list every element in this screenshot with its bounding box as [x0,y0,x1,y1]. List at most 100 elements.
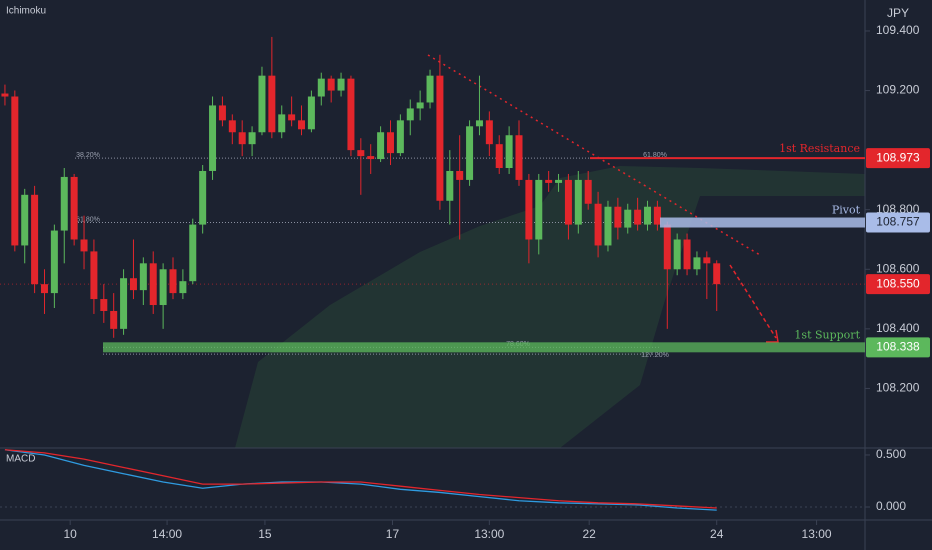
price-tag [866,337,930,358]
y-tick-label: 109.400 [876,23,920,37]
price-tag-label: 108.338 [876,339,920,353]
candle-body [209,105,217,171]
candle-body [139,263,147,291]
candle-body [386,132,394,154]
candle-body [693,257,701,270]
candle-body [110,310,118,329]
candle-body [485,120,493,145]
candle-body [70,176,78,240]
candle-body [100,299,108,311]
price-tag-label: 108.550 [876,276,920,290]
currency-label: JPY [887,6,909,20]
candle-body [515,135,523,180]
candle-body [327,78,335,91]
fib-label: 61.80% [643,152,667,159]
candle-body [614,206,622,228]
macd-line [4,449,717,511]
candle-body [218,105,226,121]
candle-body [189,224,197,282]
candle-body [713,263,721,285]
candle-body [703,257,711,264]
candle-body [347,78,355,151]
candle-body [80,239,88,252]
forecast-arrow [729,264,777,339]
x-tick-label: 14:00 [152,527,182,541]
y-tick-label: 109.200 [876,83,920,97]
candle-body [258,75,266,133]
y-tick-label: 108.600 [876,261,920,275]
candle-body [466,126,474,180]
macd-line [4,449,717,509]
candle-body [169,269,177,294]
arrow-head [766,329,779,343]
candle-body [307,96,315,130]
candle-body [396,120,404,154]
candle-body [159,269,167,306]
x-tick-label: 15 [258,527,272,541]
candle-body [406,108,414,121]
level-name: 1st Support [794,328,860,341]
candle-body [426,75,434,103]
candle-body [90,251,98,300]
candle-body [367,156,375,160]
candle-body [288,114,296,121]
price-tag [866,212,930,233]
candle-body [495,144,503,168]
level-band [103,342,865,353]
price-tag-label: 108.973 [876,150,920,164]
macd-label: MACD [6,454,35,465]
candle-body [317,78,325,97]
x-tick-label: 13:00 [802,527,832,541]
candle-body [149,263,157,306]
y-tick-label: 0.000 [876,499,906,513]
candle-body [436,75,444,201]
x-tick-label: 22 [583,527,597,541]
candle-body [535,179,543,240]
candle-body [357,150,365,157]
candle-body [673,239,681,270]
y-tick-label: 108.800 [876,202,920,216]
y-tick-label: 0.500 [876,447,906,461]
candle-body [179,281,187,294]
indicator-label: Ichimoku [6,6,46,17]
candle-body [238,132,246,145]
candle-body [663,224,671,270]
candle-body [574,179,582,225]
candle-body [653,206,661,225]
fib-label: 127.20% [641,352,669,359]
candle-body [475,120,483,127]
y-tick-label: 108.200 [876,381,920,395]
candle-body [60,176,68,231]
ichimoku-cloud [235,166,865,448]
fib-label: 61.80% [76,216,100,223]
candle-body [199,170,207,225]
candle-body [40,284,48,294]
candle-body [120,278,128,329]
x-tick-label: 24 [710,527,724,541]
candle-body [50,230,58,294]
level-band [660,217,865,228]
y-tick-label: 108.400 [876,321,920,335]
candle-body [505,135,513,168]
candle-body [604,206,612,246]
x-tick-label: 13:00 [474,527,504,541]
x-tick-label: 17 [386,527,400,541]
fib-label: 38.20% [76,152,100,159]
candle-body [11,96,19,246]
candle-body [129,278,137,291]
candle-body [584,179,592,204]
candle-body [644,206,652,225]
candle-body [634,209,642,225]
candle-body [337,78,345,91]
candle-body [594,203,602,246]
candle-body [31,194,39,285]
price-tag [866,148,930,169]
level-name: 1st Resistance [779,142,860,155]
candle-body [683,239,691,270]
candle-body [278,114,286,133]
candle-body [21,194,29,246]
price-tag [866,274,930,295]
level-name: Pivot [832,204,861,217]
